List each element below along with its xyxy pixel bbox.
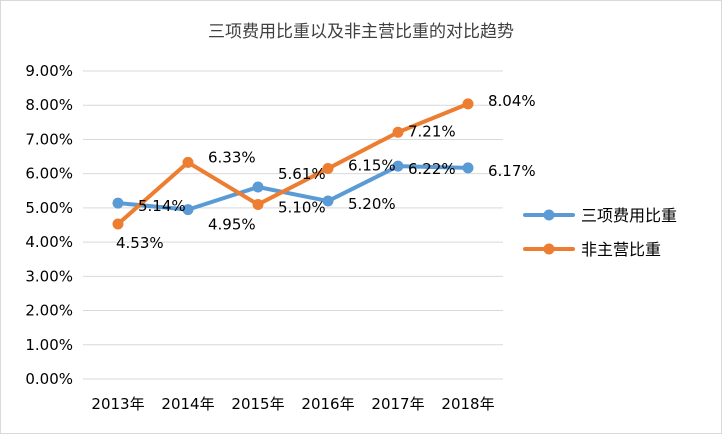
data-label: 8.04% [488,92,536,110]
y-tick-label: 1.00% [25,336,73,354]
legend-swatch-marker [543,243,555,255]
y-tick-label: 6.00% [25,165,73,183]
series-line-1 [116,164,470,212]
data-label: 6.33% [208,148,256,166]
y-tick-label: 9.00% [25,62,73,80]
data-label: 4.95% [208,216,256,234]
x-tick-label: 2017年 [371,395,424,413]
data-label: 6.15% [348,157,396,175]
x-tick-label: 2018年 [441,395,494,413]
data-point [112,197,124,209]
y-tick-label: 8.00% [25,96,73,114]
x-axis-ticks: 2013年 2014年 2015年 2016年 2017年 2018年 [91,395,494,413]
x-tick-label: 2014年 [161,395,214,413]
data-point [322,163,334,175]
data-point [462,98,474,110]
data-label: 7.21% [408,122,456,140]
data-label: 5.10% [278,198,326,216]
legend-label: 非主营比重 [581,240,661,259]
data-point [392,126,404,138]
x-tick-label: 2016年 [301,395,354,413]
data-point [182,156,194,168]
data-point [182,204,194,216]
series-line-2 [116,101,470,226]
series-lines [112,98,474,230]
y-axis-ticks: 0.00% 1.00% 2.00% 3.00% 4.00% 5.00% 6.00% 7.00%… [25,62,73,388]
x-tick-label: 2015年 [231,395,284,413]
legend-label: 三项费用比重 [581,206,677,225]
data-label: 5.14% [138,197,186,215]
data-label: 6.17% [488,162,536,180]
data-point [112,218,124,230]
y-tick-label: 2.00% [25,302,73,320]
y-tick-label: 3.00% [25,267,73,285]
data-point [322,195,334,207]
y-tick-label: 4.00% [25,233,73,251]
data-point [252,181,264,193]
x-tick-label: 2013年 [91,395,144,413]
data-label: 5.61% [278,165,326,183]
data-label: 5.20% [348,195,396,213]
chart-title: 三项费用比重以及非主营比重的对比趋势 [208,22,514,42]
y-tick-label: 7.00% [25,130,73,148]
data-label: 6.22% [408,160,456,178]
legend-swatch-marker [543,209,555,221]
data-point [462,162,474,174]
data-point [392,160,404,172]
data-point [252,198,264,210]
y-tick-label: 0.00% [25,370,73,388]
data-label: 4.53% [116,234,164,252]
y-tick-label: 5.00% [25,199,73,217]
data-labels: 5.14% 4.95% 5.61% 5.20% 6.22% 6.17% 4.53% 6.33%… [116,92,536,252]
